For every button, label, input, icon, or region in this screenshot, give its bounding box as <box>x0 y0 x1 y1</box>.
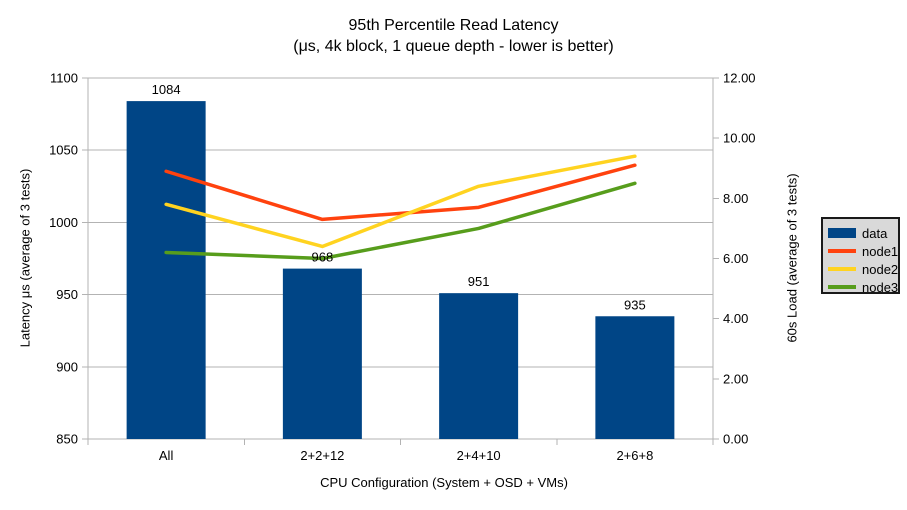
bar <box>439 293 519 439</box>
legend-label: node1 <box>862 243 899 259</box>
legend-label: node3 <box>862 279 899 295</box>
y-right-tick-label: 2.00 <box>723 371 748 386</box>
bar <box>126 101 206 439</box>
bar-value-label: 951 <box>468 274 490 289</box>
legend-item-node2: node2 <box>823 260 898 278</box>
y-left-tick-label: 1100 <box>50 71 78 86</box>
legend-label: data <box>862 225 888 241</box>
bar-value-label: 968 <box>312 250 334 265</box>
chart-title: 95th Percentile Read Latency <box>348 17 559 34</box>
y-right-tick-label: 8.00 <box>723 191 748 206</box>
legend-box-swatch <box>828 228 856 238</box>
legend-item-node1: node1 <box>823 242 898 260</box>
y-right-tick-label: 10.00 <box>723 131 756 146</box>
y-left-axis-title: Latency μs (average of 3 tests) <box>17 168 33 348</box>
legend-item-data: data <box>823 224 898 242</box>
bar <box>282 268 362 439</box>
chart-subtitle: (μs, 4k block, 1 queue depth - lower is … <box>293 38 614 55</box>
legend: data node1 node2 node3 <box>821 217 900 294</box>
y-right-tick-label: 4.00 <box>723 311 748 326</box>
x-axis-title: CPU Configuration (System + OSD + VMs) <box>320 475 568 490</box>
y-right-axis-title: 60s Load (average of 3 tests) <box>784 173 800 343</box>
legend-line-swatch <box>828 267 856 271</box>
legend-line-swatch <box>828 285 856 289</box>
x-category-label: 2+2+12 <box>300 448 344 463</box>
x-category-label: 2+6+8 <box>616 448 653 463</box>
line-series-node2 <box>164 154 637 249</box>
y-right-tick-label: 0.00 <box>723 432 748 447</box>
y-right-tick-label: 6.00 <box>723 251 748 266</box>
line-series-node3 <box>164 181 637 261</box>
y-left-tick-label: 900 <box>56 359 78 374</box>
y-left-tick-label: 1000 <box>49 215 78 230</box>
bar <box>595 316 675 439</box>
legend-label: node2 <box>862 261 899 277</box>
x-category-label: 2+4+10 <box>457 448 501 463</box>
y-left-tick-label: 850 <box>56 432 78 447</box>
bar-value-label: 1084 <box>152 82 181 97</box>
legend-line-swatch <box>828 249 856 253</box>
x-category-label: All <box>159 448 174 463</box>
y-left-tick-label: 950 <box>56 287 78 302</box>
y-left-tick-label: 1050 <box>49 143 78 158</box>
y-right-tick-label: 12.00 <box>723 71 756 86</box>
line-series-node1 <box>164 163 637 222</box>
bar-value-label: 935 <box>624 297 646 312</box>
legend-item-node3: node3 <box>823 278 898 296</box>
